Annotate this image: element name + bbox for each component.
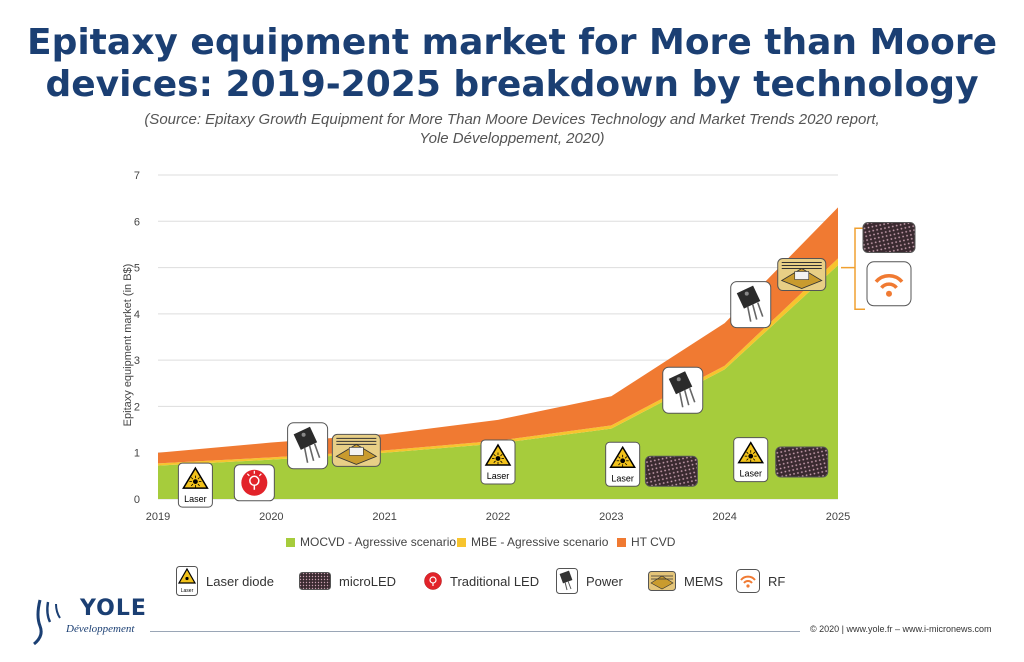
x-tick-label: 2025 xyxy=(826,511,850,523)
source-note: (Source: Epitaxy Growth Equipment for Mo… xyxy=(0,110,1024,148)
icon-legend-microled-label: microLED xyxy=(339,573,397,589)
power-icon xyxy=(287,422,329,470)
y-tick-label: 0 xyxy=(134,494,140,506)
legend-label-mocvd: MOCVD - Agressive scenario xyxy=(300,535,457,549)
y-tick-label: 2 xyxy=(134,401,140,413)
legend-item-mocvd: MOCVD - Agressive scenario xyxy=(286,535,456,549)
laser-icon: Laser xyxy=(177,462,213,508)
rf-icon xyxy=(866,261,912,307)
y-tick-label: 5 xyxy=(134,263,140,275)
y-axis-label: Epitaxy equipment market (in B$) xyxy=(122,264,134,427)
logo-name: YOLE xyxy=(80,596,147,621)
microled-icon xyxy=(299,572,331,590)
microled-icon xyxy=(775,446,829,478)
laser-icon: Laser xyxy=(605,441,641,487)
icon-legend-rf: RF xyxy=(736,565,785,597)
led-icon xyxy=(233,464,275,502)
icon-legend-laser: Laser Laser diode xyxy=(176,565,274,597)
icon-legend-rf-label: RF xyxy=(768,573,786,589)
laser-icon: Laser xyxy=(733,437,769,483)
bracket-2025 xyxy=(841,227,865,310)
icon-legend-mems: MEMS xyxy=(648,565,723,597)
icon-legend-laser-label: Laser diode xyxy=(206,573,274,589)
icon-legend-microled: microLED xyxy=(299,565,396,597)
svg-text:Laser: Laser xyxy=(739,469,762,479)
logo-subtitle: Développement xyxy=(66,623,135,635)
icon-legend: Laser Laser diode microLED Traditional L… xyxy=(0,565,1024,601)
legend-label-htcvd: HT CVD xyxy=(631,535,676,549)
rf-icon xyxy=(736,569,760,593)
traditional-led-icon xyxy=(424,572,442,590)
title-line-2: devices: 2019-2025 breakdown by technolo… xyxy=(45,64,979,105)
mems-icon xyxy=(331,433,381,467)
legend-swatch-htcvd xyxy=(617,537,626,547)
icon-legend-led-label: Traditional LED xyxy=(450,573,540,589)
yole-logo: YOLE Développement xyxy=(26,596,166,652)
area-mocvd xyxy=(158,265,838,499)
y-tick-label: 6 xyxy=(134,216,140,228)
x-tick-label: 2021 xyxy=(372,511,396,523)
laser-icon: Laser xyxy=(480,439,516,485)
chart-title: Epitaxy equipment market for More than M… xyxy=(0,22,1024,106)
legend-item-htcvd: HT CVD xyxy=(617,535,675,549)
legend-swatch-mocvd xyxy=(286,537,295,547)
laser-diode-icon: Laser xyxy=(176,566,198,596)
legend-swatch-mbe xyxy=(457,537,466,547)
microled-icon xyxy=(644,455,698,487)
source-line-1: (Source: Epitaxy Growth Equipment for Mo… xyxy=(144,111,880,128)
x-tick-label: 2024 xyxy=(712,511,736,523)
footer-divider xyxy=(150,631,800,632)
x-tick-label: 2023 xyxy=(599,511,623,523)
y-tick-label: 1 xyxy=(134,448,140,460)
x-tick-label: 2022 xyxy=(486,511,510,523)
icon-legend-led: Traditional LED xyxy=(424,565,539,597)
copyright: © 2020 | www.yole.fr – www.i-micronews.c… xyxy=(810,624,992,634)
series-legend: MOCVD - Agressive scenario MBE - Agressi… xyxy=(0,535,1024,555)
title-line-1: Epitaxy equipment market for More than M… xyxy=(26,22,998,63)
svg-text:Laser: Laser xyxy=(181,588,194,594)
power-icon xyxy=(730,281,772,329)
x-tick-label: 2019 xyxy=(146,511,170,523)
icon-legend-power: Power xyxy=(556,565,623,597)
legend-item-mbe: MBE - Agressive scenario xyxy=(457,535,608,549)
yole-logo-mark-icon xyxy=(33,599,61,646)
x-tick-label: 2020 xyxy=(259,511,283,523)
power-icon xyxy=(556,568,578,594)
microled-icon xyxy=(862,221,916,253)
icon-legend-mems-label: MEMS xyxy=(684,573,723,589)
icon-legend-power-label: Power xyxy=(586,573,623,589)
svg-text:Laser: Laser xyxy=(487,471,510,481)
svg-text:Laser: Laser xyxy=(611,473,634,483)
source-line-2: Yole Développement, 2020) xyxy=(419,130,605,147)
mems-icon xyxy=(777,258,827,292)
mems-icon xyxy=(648,571,676,591)
y-tick-label: 4 xyxy=(134,309,140,321)
legend-label-mbe: MBE - Agressive scenario xyxy=(471,535,609,549)
y-tick-label: 7 xyxy=(134,170,140,182)
power-icon xyxy=(662,366,704,414)
y-tick-label: 3 xyxy=(134,355,140,367)
svg-text:Laser: Laser xyxy=(184,494,207,504)
